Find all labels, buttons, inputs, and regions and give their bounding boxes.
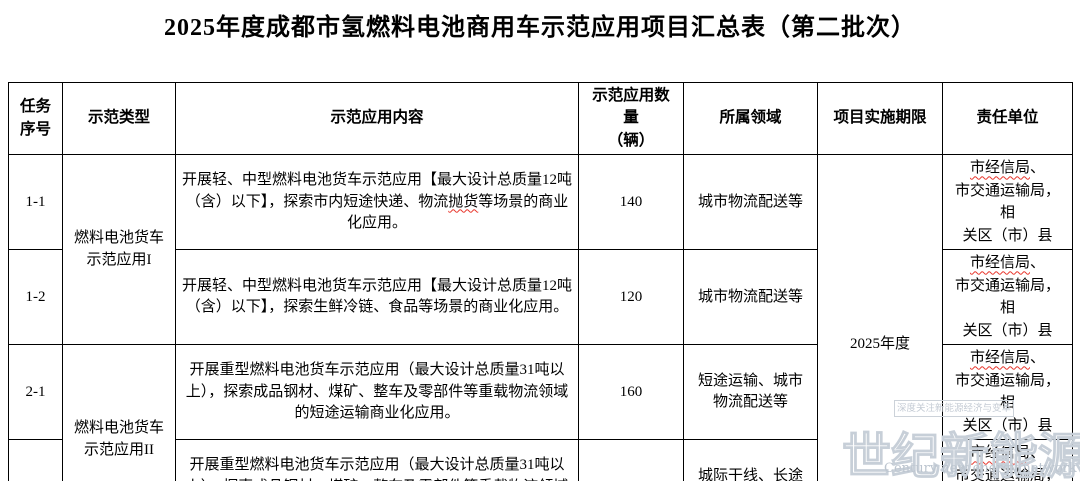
watermark-slogan-box: 深度关注新能源经济与变革 [894, 400, 1014, 417]
header-unit: 责任单位 [942, 81, 1073, 156]
header-content: 示范应用内容 [175, 81, 579, 156]
cell-quantity: 120 [578, 249, 684, 346]
watermark-brand: 世纪新能源网 [841, 428, 1080, 481]
spellcheck-squiggle: 市经信局 [969, 445, 1030, 462]
cell-task-no: 1-2 [8, 249, 63, 346]
unit-text: 、 [1030, 445, 1046, 462]
watermark-brand-en: Century new energy network [884, 461, 1077, 476]
unit-line: 市经信局、 [949, 442, 1066, 465]
cell-unit: 市经信局、 市交通运输局，相 关区（市）县 [942, 154, 1073, 251]
table-row: 1-1 燃料电池货车 示范应用I 开展轻、中型燃料电池货车示范应用【最大设计总质… [8, 154, 1073, 481]
cell-content: 开展重型燃料电池货车示范应用（最大设计总质量31吨以上），探索成品钢材、煤矿、整… [175, 344, 579, 441]
unit-line: 关区（市）县 [962, 322, 1053, 339]
content-text: 开展轻、中型燃料电池货车示范应用【最大设计总质量12吨（含）以下】，探索市内短途… [182, 171, 573, 210]
cell-field: 城市物流配送等 [683, 249, 818, 346]
unit-line: 市交通运输局，相 [954, 467, 1060, 481]
header-type: 示范类型 [62, 81, 176, 156]
unit-line: 市交通运输局，相 [954, 182, 1060, 222]
unit-text: 、 [1030, 160, 1046, 177]
table-row: 2-1 燃料电池货车 示范应用II 开展重型燃料电池货车示范应用（最大设计总质量… [8, 344, 1073, 481]
unit-line: 关区（市）县 [962, 417, 1053, 434]
header-task-no: 任务 序号 [8, 81, 63, 156]
cell-content: 开展轻、中型燃料电池货车示范应用【最大设计总质量12吨（含）以下】，探索市内短途… [175, 154, 579, 251]
unit-line: 关区（市）县 [962, 227, 1053, 244]
cell-unit: 市经信局、 市交通运输局，相 关区（市）县 [942, 439, 1073, 481]
header-period: 项目实施期限 [817, 81, 943, 156]
page-title: 2025年度成都市氢燃料电池商用车示范应用项目汇总表（第二批次） [164, 15, 916, 41]
cell-quantity: 80 [578, 439, 684, 481]
header-field: 所属领域 [683, 81, 818, 156]
cell-task-no: 2-1 [8, 344, 63, 441]
unit-line: 市交通运输局，相 [954, 372, 1060, 412]
cell-content: 开展轻、中型燃料电池货车示范应用【最大设计总质量12吨（含）以下】，探索生鲜冷链… [175, 249, 579, 346]
unit-line: 市经信局、 [949, 252, 1066, 275]
unit-line: 市经信局、 [949, 157, 1066, 180]
cell-period: 2025年度 [817, 154, 943, 481]
unit-line: 市经信局、 [949, 347, 1066, 370]
cell-field: 短途运输、城市 物流配送等 [683, 344, 818, 441]
cell-quantity: 140 [578, 154, 684, 251]
cell-field: 城际干线、长途 运输等 [683, 439, 818, 481]
table-row: 2-2 开展重型燃料电池货车示范应用（最大设计总质量31吨以上），探索成品钢材、… [8, 439, 1073, 481]
cell-quantity: 160 [578, 344, 684, 441]
summary-table: 任务 序号 示范类型 示范应用内容 示范应用数量 （辆） 所属领域 项目实施期限… [8, 81, 1073, 481]
unit-text: 、 [1030, 255, 1046, 272]
cell-type: 燃料电池货车 示范应用I [62, 154, 176, 346]
header-quantity: 示范应用数量 （辆） [578, 81, 684, 156]
unit-line: 市交通运输局，相 [954, 277, 1060, 317]
cell-unit: 市经信局、 市交通运输局，相 关区（市）县 [942, 249, 1073, 346]
spellcheck-squiggle: 市经信局 [969, 160, 1030, 177]
cell-unit: 市经信局、 市交通运输局，相 关区（市）县 [942, 344, 1073, 441]
spellcheck-squiggle: 市经信局 [969, 350, 1030, 367]
cell-task-no: 1-1 [8, 154, 63, 251]
content-text: 等场景的商业化应用。 [346, 193, 569, 232]
unit-text: 、 [1030, 350, 1046, 367]
header-row: 任务 序号 示范类型 示范应用内容 示范应用数量 （辆） 所属领域 项目实施期限… [8, 81, 1073, 156]
cell-field: 城市物流配送等 [683, 154, 818, 251]
cell-task-no: 2-2 [8, 439, 63, 481]
cell-type: 燃料电池货车 示范应用II [62, 344, 176, 481]
spellcheck-squiggle: 抛货 [448, 193, 479, 210]
table-row: 1-2 开展轻、中型燃料电池货车示范应用【最大设计总质量12吨（含）以下】，探索… [8, 249, 1073, 346]
spellcheck-squiggle: 市经信局 [969, 255, 1030, 272]
cell-content: 开展重型燃料电池货车示范应用（最大设计总质量31吨以上），探索成品钢材、煤矿、整… [175, 439, 579, 481]
